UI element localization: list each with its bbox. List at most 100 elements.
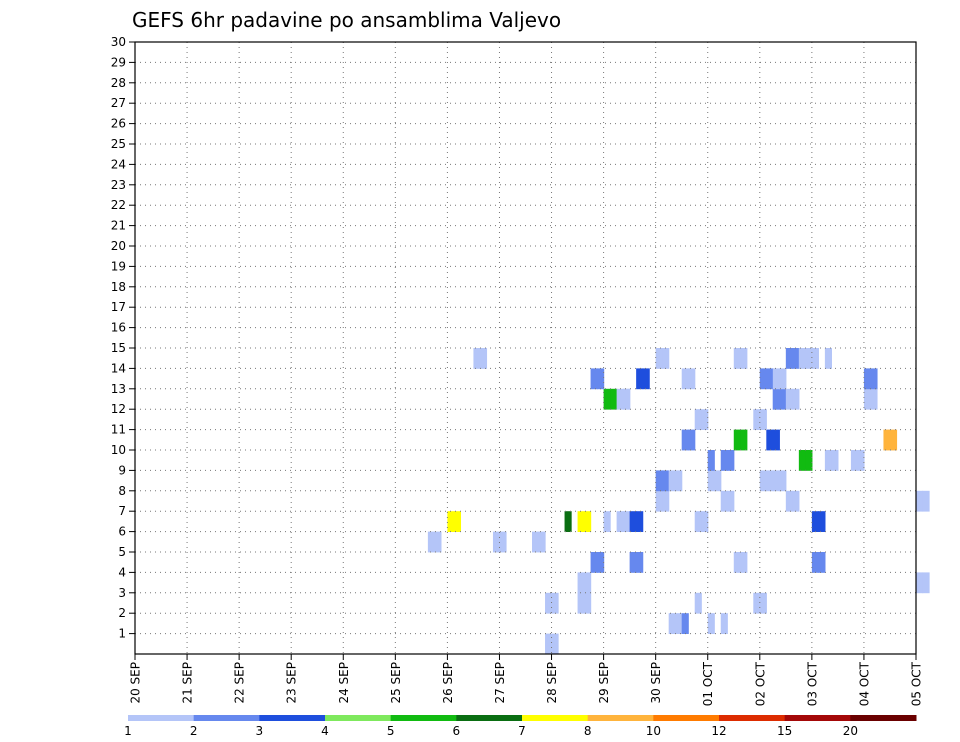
colorbar-label: 2 (190, 724, 198, 738)
y-tick-label: 15 (111, 341, 126, 355)
data-cell (538, 531, 546, 553)
x-tick-label: 29 SEP (597, 662, 611, 704)
x-tick-label: 25 SEP (389, 662, 403, 704)
y-tick-label: 3 (118, 586, 126, 600)
data-cell (584, 592, 592, 614)
data-cell (701, 511, 709, 532)
colorbar-label: 4 (321, 724, 329, 738)
colorbar-segment (193, 715, 260, 721)
data-cell (453, 511, 462, 532)
data-cell (675, 470, 683, 492)
y-tick-label: 16 (111, 321, 126, 335)
y-tick-label: 30 (111, 35, 126, 49)
data-cell (772, 368, 780, 390)
data-cell (824, 450, 832, 471)
data-cell (636, 368, 644, 390)
y-tick-label: 7 (118, 504, 126, 518)
data-cell (603, 511, 611, 532)
data-cell (733, 429, 741, 451)
y-tick-label: 19 (111, 259, 126, 273)
y-tick-label: 10 (111, 443, 126, 457)
data-cell (805, 450, 813, 471)
data-cell (473, 348, 481, 369)
y-tick-label: 13 (111, 382, 126, 396)
data-cell (701, 409, 709, 430)
colorbar-segment (128, 715, 195, 721)
y-axis: 1234567891011121314151617181920212223242… (111, 35, 135, 641)
x-tick-label: 01 OCT (701, 661, 715, 706)
data-cell (694, 409, 702, 430)
colorbar-label: 10 (646, 724, 661, 738)
y-tick-label: 24 (111, 157, 126, 171)
colorbar-label: 1 (124, 724, 132, 738)
data-cell (863, 388, 872, 410)
colorbar-label: 7 (518, 724, 526, 738)
x-tick-label: 28 SEP (545, 662, 559, 704)
data-cell (792, 490, 800, 512)
colorbar-segment (719, 715, 786, 721)
data-cell (681, 429, 689, 451)
x-axis: 20 SEP 21 SEP 22 SEP 23 SEP 24 SEP 25 SEP 26 S… (129, 654, 924, 706)
x-tick-label: 23 SEP (285, 662, 299, 704)
colorbar-segment (653, 715, 720, 721)
x-tick-label: 20 SEP (129, 662, 143, 704)
y-tick-label: 25 (111, 137, 126, 151)
data-cell (545, 592, 553, 614)
data-cell (740, 348, 748, 369)
data-cell (447, 511, 455, 532)
data-cell (759, 409, 767, 430)
colorbar-label: 12 (711, 724, 726, 738)
x-tick-label: 21 SEP (181, 662, 195, 704)
data-cell (616, 511, 624, 532)
data-cell (675, 613, 683, 634)
data-cell (636, 511, 644, 532)
data-cell (916, 572, 924, 594)
data-cell (889, 429, 898, 451)
data-cell (694, 511, 702, 532)
y-tick-label: 18 (111, 280, 126, 294)
data-cell (720, 450, 728, 471)
x-tick-label: 04 OCT (857, 661, 871, 706)
data-cell (616, 388, 624, 410)
y-tick-label: 2 (118, 606, 126, 620)
data-cell (798, 450, 806, 471)
data-cell (811, 511, 819, 532)
data-cell (772, 388, 780, 410)
data-cell (818, 552, 826, 573)
data-cell (753, 409, 761, 430)
data-cell (662, 348, 670, 369)
colorbar-label: 6 (453, 724, 461, 738)
colorbar-label: 8 (584, 724, 592, 738)
data-cell (857, 450, 865, 471)
colorbar-segment (522, 715, 589, 721)
data-cell (785, 490, 793, 512)
data-cell (831, 450, 839, 471)
data-cell (688, 368, 696, 390)
data-cell (694, 592, 702, 614)
data-cell (916, 490, 924, 512)
data-cell (655, 348, 663, 369)
y-tick-label: 21 (111, 219, 126, 233)
y-tick-label: 23 (111, 178, 126, 192)
data-cell (707, 450, 715, 471)
data-cell (629, 552, 637, 573)
x-tick-label: 22 SEP (233, 662, 247, 704)
x-tick-label: 24 SEP (337, 662, 351, 704)
data-cell (597, 368, 605, 390)
data-cell (766, 368, 774, 390)
chart-title: GEFS 6hr padavine po ansamblima Valjevo (132, 8, 561, 32)
data-cell (733, 552, 741, 573)
colorbar-segment (259, 715, 326, 721)
colorbar-segment (325, 715, 392, 721)
cell-layer (427, 348, 930, 655)
data-cell (922, 572, 930, 594)
data-cell (811, 348, 819, 369)
data-cell (499, 531, 507, 553)
data-cell (811, 552, 819, 573)
data-cell (779, 470, 787, 492)
data-cell (590, 368, 598, 390)
x-tick-label: 05 OCT (910, 661, 924, 706)
data-cell (870, 388, 878, 410)
x-tick-label: 03 OCT (805, 661, 819, 706)
